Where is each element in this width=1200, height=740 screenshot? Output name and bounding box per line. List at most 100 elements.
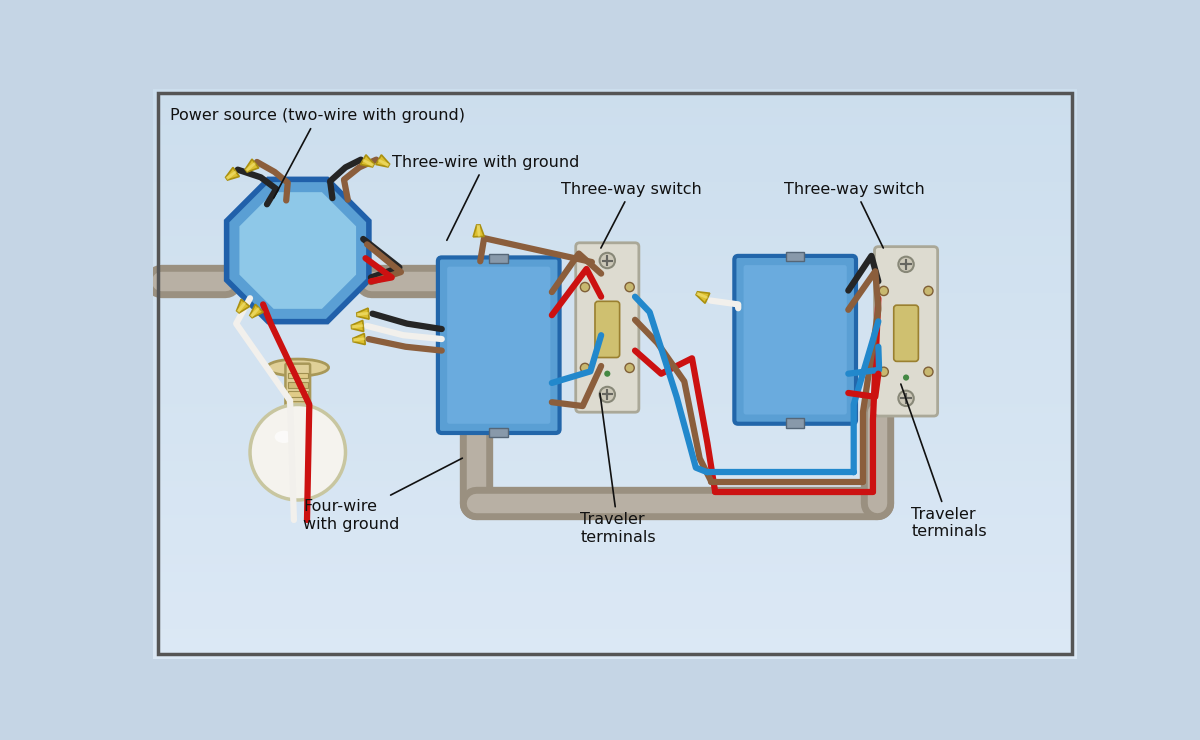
Bar [154,131,1078,135]
Polygon shape [356,308,370,319]
Bar [154,433,1078,437]
Polygon shape [378,159,390,167]
Circle shape [250,405,346,500]
Bar [154,513,1078,517]
Bar [154,327,1078,331]
Bar [154,627,1078,630]
Bar [288,382,307,388]
Bar [154,179,1078,183]
Bar [154,142,1078,146]
Bar [154,561,1078,565]
Bar [154,362,1078,365]
Bar [154,427,1078,431]
Bar [154,182,1078,186]
FancyBboxPatch shape [734,256,856,424]
Bar [154,444,1078,448]
Bar [154,236,1078,240]
Circle shape [902,374,910,380]
Bar [154,97,1078,100]
Bar [154,496,1078,499]
Bar [154,205,1078,209]
Bar [154,595,1078,599]
Bar [154,521,1078,525]
Bar [154,154,1078,157]
Bar [154,322,1078,326]
Bar [154,336,1078,340]
Bar [154,655,1078,659]
Bar [154,570,1078,573]
Bar [154,307,1078,311]
Bar [154,268,1078,271]
Ellipse shape [275,431,293,443]
Bar [154,282,1078,286]
Bar [490,254,508,263]
Bar [154,262,1078,266]
Bar [154,453,1078,457]
Bar [154,638,1078,642]
Bar [154,407,1078,411]
Bar [154,447,1078,451]
Bar [154,555,1078,559]
Bar [154,248,1078,251]
Circle shape [924,286,934,295]
Bar [154,242,1078,246]
Bar [154,421,1078,425]
Bar [154,359,1078,363]
FancyBboxPatch shape [448,266,551,424]
Bar [154,476,1078,479]
Bar [154,575,1078,579]
FancyBboxPatch shape [875,246,937,416]
Bar [154,564,1078,568]
Bar [154,316,1078,320]
Circle shape [880,286,888,295]
Circle shape [625,283,635,292]
Polygon shape [226,171,236,180]
Bar [154,94,1078,98]
Bar [154,450,1078,454]
Bar [154,572,1078,576]
Ellipse shape [266,359,329,376]
Polygon shape [236,302,246,313]
Bar [154,601,1078,605]
Polygon shape [227,179,368,322]
Bar [154,202,1078,206]
Bar [154,114,1078,117]
Bar [154,501,1078,505]
Polygon shape [353,334,365,345]
Bar [154,441,1078,445]
Circle shape [625,363,635,372]
Bar [154,213,1078,217]
Polygon shape [353,337,365,342]
Bar [154,541,1078,545]
Bar [154,629,1078,633]
Bar [154,624,1078,628]
Bar [154,136,1078,140]
Polygon shape [360,155,374,167]
Bar [154,305,1078,308]
Bar [154,419,1078,422]
Bar [154,567,1078,571]
Bar [154,105,1078,109]
Bar [154,410,1078,414]
Polygon shape [352,320,364,332]
Bar [154,456,1078,459]
Bar [154,156,1078,160]
Bar [154,342,1078,345]
Bar [154,176,1078,180]
Bar [154,518,1078,522]
Bar [154,607,1078,610]
Bar [154,590,1078,593]
Polygon shape [250,307,260,317]
Polygon shape [696,292,709,303]
Bar [154,530,1078,534]
Circle shape [605,371,611,377]
Bar [154,524,1078,528]
Bar [154,191,1078,194]
Circle shape [581,283,589,292]
Bar [154,148,1078,152]
Bar [154,507,1078,511]
Bar [154,151,1078,155]
Circle shape [880,367,888,377]
Bar [154,612,1078,616]
Bar [154,233,1078,237]
